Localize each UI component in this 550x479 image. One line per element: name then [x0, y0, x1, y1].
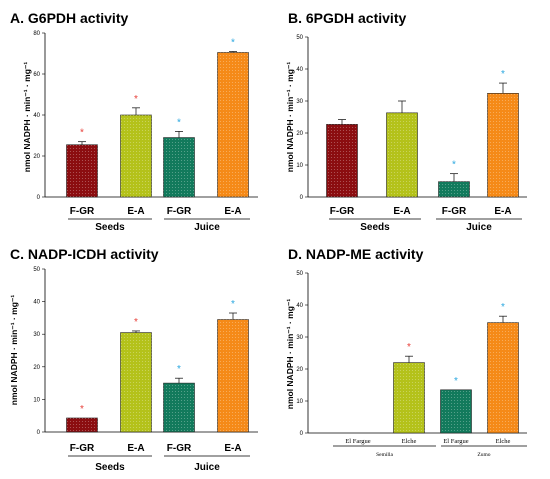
y-tick-label: 0	[37, 195, 41, 201]
y-axis-label: nmol NADPH · min⁻¹ · mg⁻¹	[285, 62, 295, 173]
bars: * * *	[393, 302, 519, 434]
bar-texture	[66, 144, 98, 197]
significance-star: *	[177, 117, 181, 128]
bar-texture	[120, 332, 152, 432]
significance-star: *	[80, 404, 84, 415]
category-label: F-GR	[70, 443, 95, 454]
bar-texture	[487, 322, 519, 433]
group-label: Seeds	[95, 462, 125, 473]
category-label: E-A	[224, 443, 241, 454]
category-label: E-A	[393, 206, 410, 217]
significance-star: *	[134, 317, 138, 328]
y-tick-label: 20	[296, 367, 303, 373]
panel-g6pdh: A. G6PDH activity nmol NADPH · min⁻¹ · m…	[10, 10, 258, 233]
panel-title: C. NADP-ICDH activity	[10, 246, 159, 262]
category-label: E-A	[127, 206, 144, 217]
bars: * * * *	[66, 299, 249, 433]
category-label: Elche	[496, 438, 511, 445]
y-tick-label: 10	[33, 397, 40, 403]
y-tick-label: 20	[33, 154, 40, 160]
panel-nadp-me: D. NADP-ME activity nmol NADPH · min⁻¹ ·…	[285, 246, 527, 458]
y-tick-label: 40	[33, 300, 40, 306]
bar-texture	[120, 115, 152, 197]
bar-texture	[487, 93, 519, 197]
bar-texture	[440, 389, 472, 433]
category-label: E-A	[494, 206, 511, 217]
significance-star: *	[501, 302, 505, 313]
group-label: Seeds	[360, 222, 390, 233]
y-tick-label: 40	[33, 113, 40, 119]
category-label: F-GR	[70, 206, 95, 217]
axis-labels: El Fargue Elche El Fargue Elche Semilla Zumo	[333, 438, 527, 458]
category-label: Elche	[402, 438, 417, 445]
significance-star: *	[231, 299, 235, 310]
y-tick-label: 30	[296, 99, 303, 105]
y-tick-label: 10	[296, 163, 303, 169]
y-tick-label: 20	[33, 365, 40, 371]
y-tick-label: 30	[33, 332, 40, 338]
y-tick-label: 50	[33, 267, 40, 273]
y-axis-label: nmol NADPH · min⁻¹ · mg⁻¹	[285, 299, 295, 410]
group-label: Juice	[466, 222, 492, 233]
category-label: F-GR	[442, 206, 467, 217]
bar-texture	[393, 362, 425, 433]
significance-star: *	[452, 160, 456, 171]
y-axis-label: nmol NADPH · min⁻¹ · mg⁻¹	[9, 295, 19, 406]
y-axis-label: nmol NADPH · min⁻¹ · mg⁻¹	[22, 62, 32, 173]
y-tick-label: 0	[300, 431, 304, 437]
y-tick-label: 0	[300, 195, 304, 201]
y-tick-label: 0	[37, 430, 41, 436]
y-tick-label: 10	[296, 399, 303, 405]
y-tick-label: 40	[296, 303, 303, 309]
panel-nadp-icdh: C. NADP-ICDH activity nmol NADPH · min⁻¹…	[9, 246, 258, 473]
category-label: E-A	[127, 443, 144, 454]
y-tick-label: 40	[296, 67, 303, 73]
group-label: Semilla	[376, 452, 393, 458]
y-tick-label: 30	[296, 335, 303, 341]
category-label: F-GR	[167, 206, 192, 217]
category-label: El Fargue	[345, 438, 370, 445]
bar-texture	[326, 124, 358, 197]
bar-texture	[163, 137, 195, 197]
bars: **	[326, 69, 519, 198]
group-label: Juice	[194, 462, 220, 473]
panel-6pgdh: B. 6PGDH activity nmol NADPH · min⁻¹ · m…	[285, 10, 527, 233]
significance-star: *	[177, 364, 181, 375]
group-label: Zumo	[477, 452, 490, 458]
group-label: Juice	[194, 222, 220, 233]
significance-star: *	[501, 69, 505, 80]
significance-star: *	[454, 376, 458, 387]
y-tick-label: 80	[33, 31, 40, 37]
bar-texture	[217, 52, 249, 197]
panel-title: B. 6PGDH activity	[288, 10, 406, 26]
y-tick-label: 60	[33, 72, 40, 78]
y-tick-label: 20	[296, 131, 303, 137]
bars: * * * *	[66, 37, 249, 198]
bar-texture	[438, 181, 470, 197]
significance-star: *	[407, 342, 411, 353]
significance-star: *	[134, 94, 138, 105]
significance-star: *	[231, 37, 235, 48]
category-label: El Fargue	[443, 438, 468, 445]
y-tick-label: 50	[296, 35, 303, 41]
category-label: F-GR	[330, 206, 355, 217]
group-label: Seeds	[95, 222, 125, 233]
category-label: E-A	[224, 206, 241, 217]
category-label: F-GR	[167, 443, 192, 454]
bar-texture	[386, 112, 418, 197]
bar-texture	[217, 319, 249, 432]
bar-texture	[66, 417, 98, 432]
y-tick-label: 50	[296, 271, 303, 277]
panel-title: A. G6PDH activity	[10, 10, 128, 26]
panel-title: D. NADP-ME activity	[288, 246, 424, 262]
bar-texture	[163, 383, 195, 432]
significance-star: *	[80, 128, 84, 139]
